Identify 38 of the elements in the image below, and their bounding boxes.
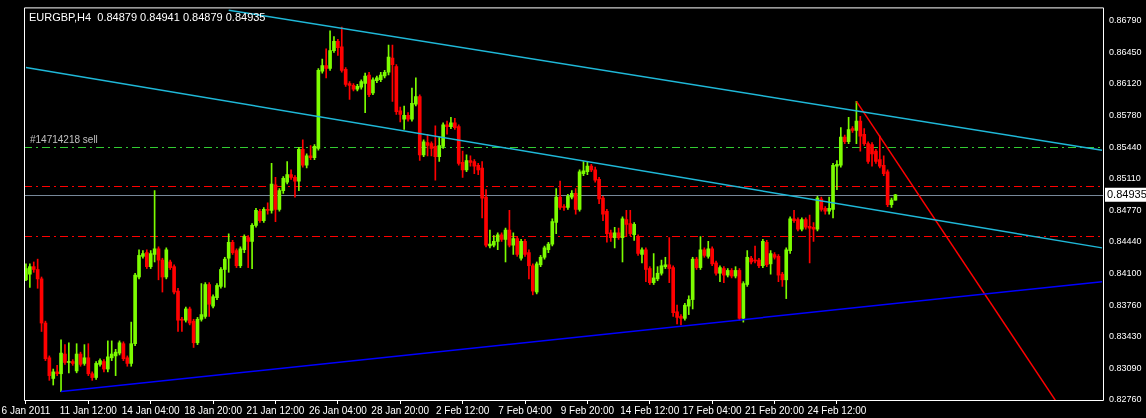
ref-line-label: 0.84935 — [1107, 187, 1146, 200]
candlestick — [265, 202, 270, 215]
y-tick-label: 0.84100 — [1109, 267, 1142, 278]
candlestick — [612, 226, 617, 249]
y-tick-label: 0.86790 — [1109, 15, 1142, 26]
y-tick-label: 0.83090 — [1109, 362, 1142, 373]
x-tick-label: 21 Feb 20:00 — [745, 404, 805, 416]
y-tick-label: 0.83760 — [1109, 299, 1142, 310]
y-tick-label: 0.85110 — [1109, 172, 1141, 183]
x-tick-label: 28 Jan 20:00 — [371, 404, 430, 416]
x-tick-label: 7 Feb 04:00 — [498, 404, 553, 416]
x-tick-label: 11 Jan 12:00 — [59, 404, 118, 416]
y-tick-label: 0.86120 — [1109, 77, 1142, 88]
candlestick — [651, 253, 656, 285]
x-tick-label: 6 Jan 2011 — [1, 404, 51, 416]
x-tick-label: 18 Jan 20:00 — [184, 404, 243, 416]
y-tick-label: 0.86450 — [1109, 46, 1142, 57]
y-tick-label: 0.84770 — [1109, 204, 1142, 215]
x-tick-label: 14 Feb 12:00 — [620, 404, 680, 416]
candlestick — [402, 105, 406, 130]
x-tick-label: 17 Feb 04:00 — [682, 404, 743, 416]
y-tick-label: 0.84440 — [1109, 235, 1142, 246]
x-tick-label: 9 Feb 20:00 — [560, 404, 615, 416]
x-tick-label: 24 Feb 12:00 — [807, 404, 867, 416]
y-tick-label: 0.83430 — [1109, 330, 1142, 341]
x-tick-label: 14 Jan 04:00 — [121, 404, 181, 416]
x-tick-label: 21 Jan 12:00 — [246, 404, 305, 416]
candlestick — [67, 342, 71, 374]
ref-line-label: #14714218 sell — [30, 134, 98, 146]
candlestick — [363, 72, 367, 113]
candlestick — [445, 120, 449, 135]
x-tick-label: 2 Feb 12:00 — [435, 404, 490, 416]
y-tick-label: 0.85440 — [1109, 141, 1142, 152]
chart-title: EURGBP,H4 0.84879 0.84941 0.84879 0.84935 — [29, 11, 266, 24]
y-tick-label: 0.85780 — [1109, 109, 1142, 120]
x-tick-label: 26 Jan 04:00 — [308, 404, 368, 416]
y-tick-label: 0.82760 — [1109, 393, 1142, 404]
candlestick — [324, 48, 328, 79]
